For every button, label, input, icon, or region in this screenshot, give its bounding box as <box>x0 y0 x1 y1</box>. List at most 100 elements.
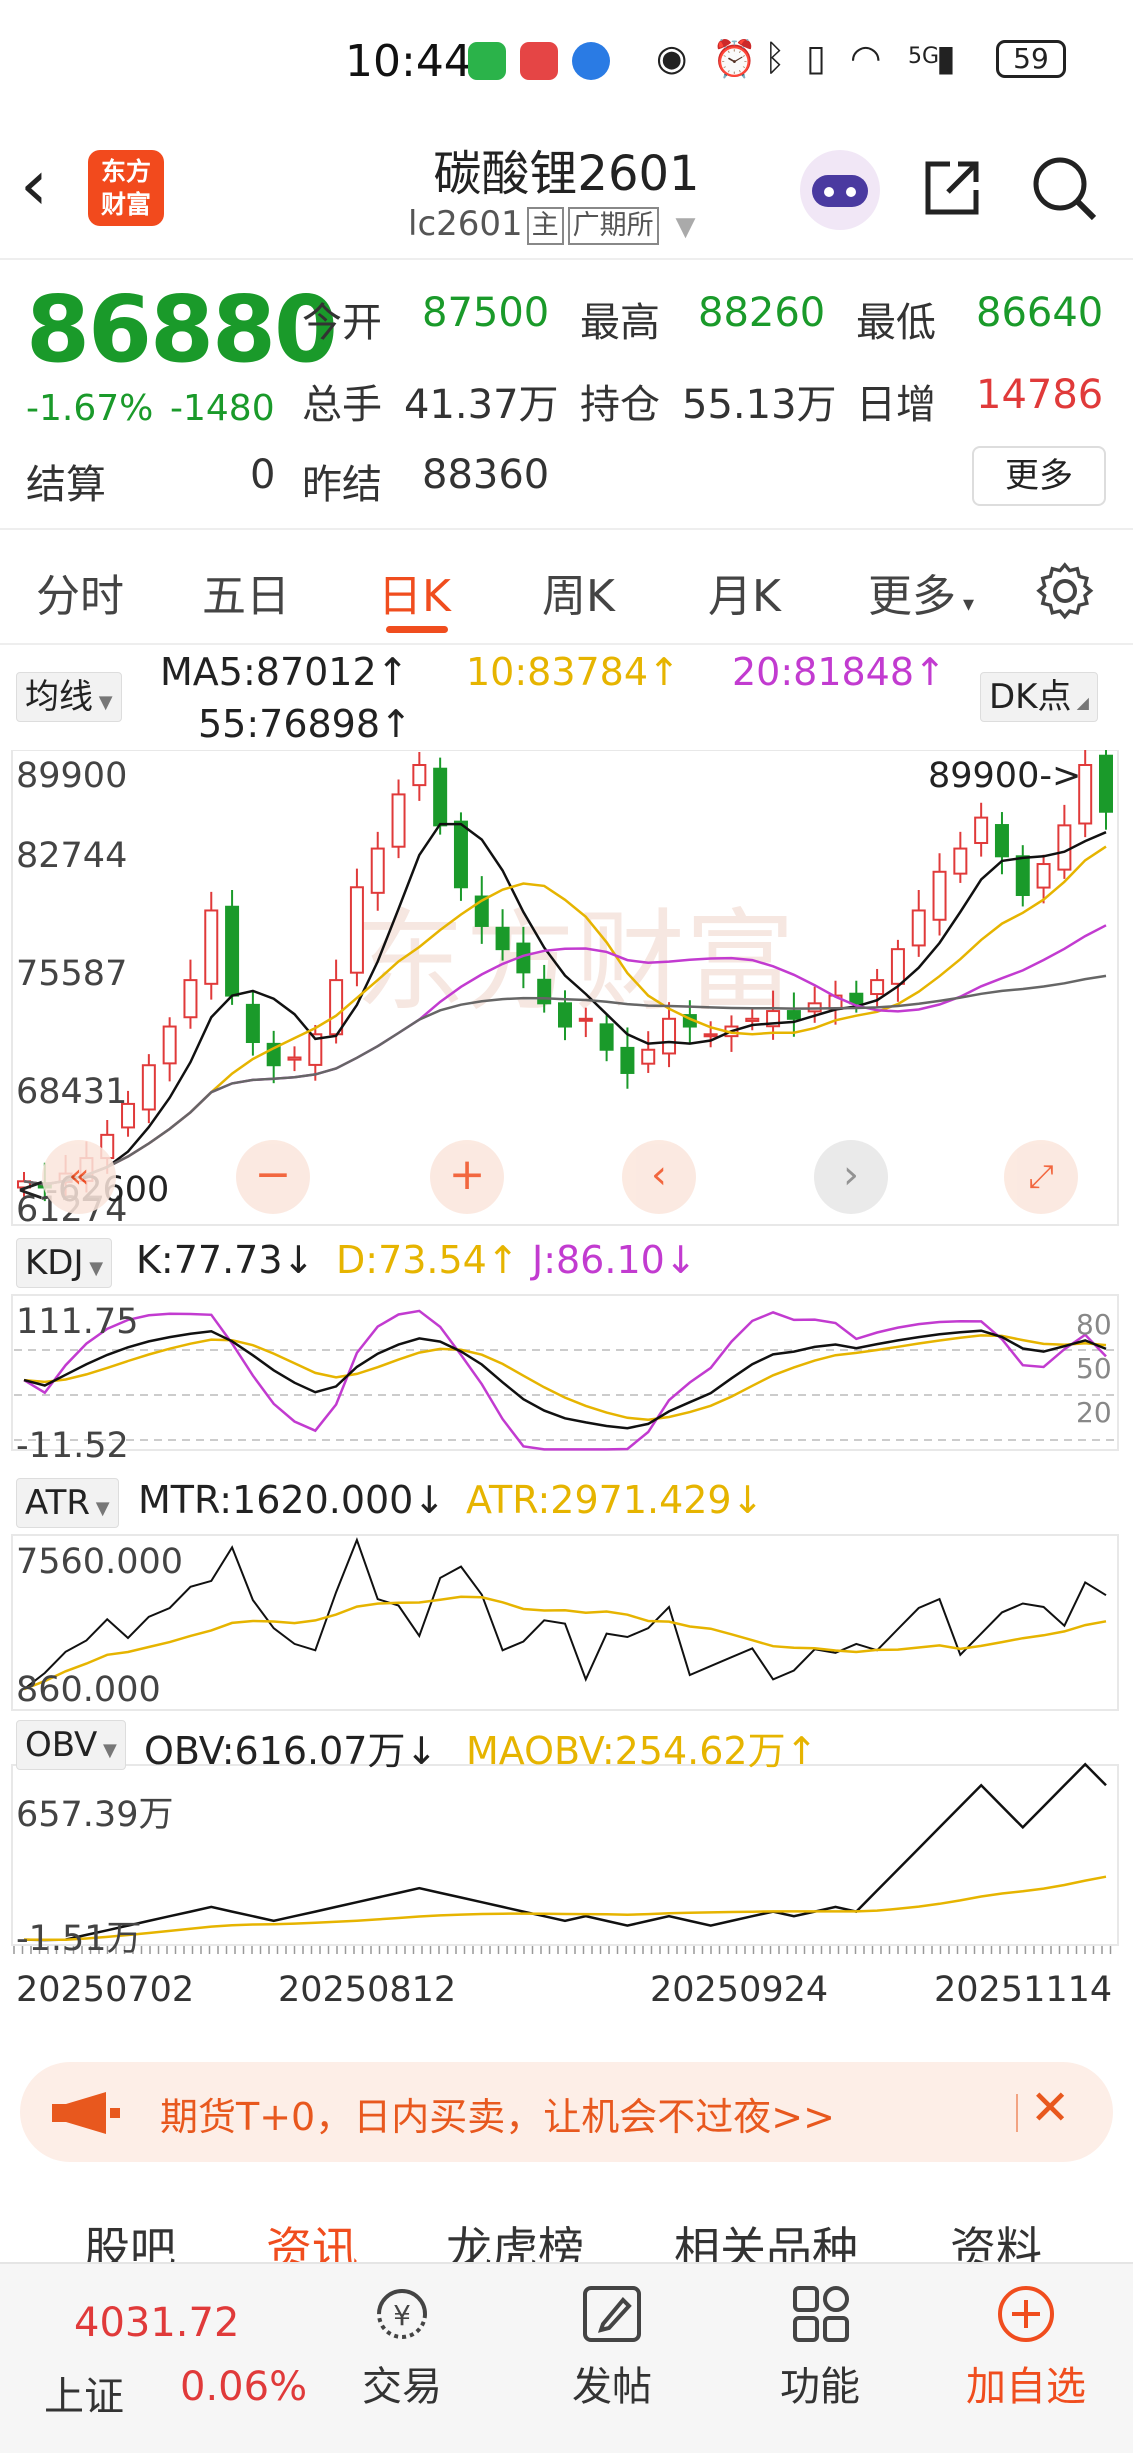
open-label: 今开 <box>302 300 382 346</box>
app-notification-icon <box>520 42 558 80</box>
ma-lines <box>23 822 1107 1186</box>
post-button[interactable]: 发帖 <box>552 2284 672 2412</box>
candle-body <box>225 905 240 997</box>
tab-five-day[interactable]: 五日 <box>202 571 290 622</box>
fullscreen-button[interactable]: ⤢ <box>1004 1140 1078 1214</box>
header: ‹ 东方 财富 碳酸锂2601 lc2601 主广期所 ▼ <box>0 120 1133 260</box>
period-tabs: 分时 五日 日K 周K 月K 更多 ▾ <box>0 530 1133 645</box>
alarm-icon: ⏰ <box>712 39 757 80</box>
ma-selector-label: 均线 <box>25 677 93 717</box>
tab-daily-k[interactable]: 日K <box>378 571 451 622</box>
candle-body <box>349 886 364 974</box>
prev-settle-value: 88360 <box>422 452 550 498</box>
zoom-in-button[interactable]: + <box>430 1140 504 1214</box>
candle-body <box>204 909 219 985</box>
browser-icon <box>572 42 610 80</box>
battery-icon: 59 <box>996 40 1066 78</box>
battery-level: 59 <box>1013 42 1049 75</box>
corner-icon: ◢ <box>1071 693 1089 712</box>
kdj-axis-bottom: -11.52 <box>16 1426 129 1466</box>
ai-assistant-icon[interactable] <box>800 150 880 230</box>
caret-down-icon: ▼ <box>93 692 113 713</box>
tab-intraday[interactable]: 分时 <box>36 571 124 622</box>
edit-icon <box>583 2286 641 2342</box>
vibrate-icon: ▯ <box>806 38 826 79</box>
share-icon[interactable] <box>920 156 984 220</box>
megaphone-icon <box>52 2092 120 2134</box>
candle-body <box>1015 855 1030 896</box>
candle-body <box>141 1064 156 1111</box>
ma-selector[interactable]: 均线 ▼ <box>16 672 122 722</box>
kdj-selector[interactable]: KDJ ▼ <box>16 1238 113 1288</box>
candle-body <box>745 1017 760 1022</box>
gear-icon[interactable] <box>1036 562 1094 620</box>
functions-button[interactable]: 功能 <box>760 2284 880 2412</box>
open-interest-value: 55.13万 <box>682 382 837 428</box>
svg-text:¥: ¥ <box>393 2299 411 2332</box>
scroll-left-button[interactable]: ‹ <box>622 1140 696 1214</box>
panel-frame <box>11 1294 1119 1451</box>
post-label: 发帖 <box>572 2364 652 2410</box>
quote-panel: 86880 -1.67% -1480 今开 87500 最高 88260 最低 … <box>0 260 1133 530</box>
candle-body <box>412 764 427 787</box>
last-price: 86880 <box>26 276 338 383</box>
scroll-right-button[interactable]: › <box>814 1140 888 1214</box>
daily-increase-value: 14786 <box>976 372 1104 418</box>
kdj-j-line <box>23 1309 1107 1451</box>
kdj-k-legend: K:77.73↓ <box>136 1238 315 1282</box>
promo-banner[interactable]: 期货T+0，日内买卖，让机会不过夜>> ✕ <box>20 2062 1113 2162</box>
fast-rewind-button[interactable]: « <box>42 1140 116 1214</box>
maobv-line <box>23 1875 1107 1942</box>
kdj-axis-top: 111.75 <box>16 1302 139 1342</box>
back-button[interactable]: ‹ <box>20 144 48 226</box>
kdj-lines <box>23 1309 1107 1451</box>
candle-body <box>620 1046 635 1074</box>
atr-mtr-legend: MTR:1620.000↓ <box>138 1478 446 1522</box>
promo-text: 期货T+0，日内买卖，让机会不过夜>> <box>160 2095 835 2139</box>
obv-selector[interactable]: OBV ▼ <box>16 1720 126 1770</box>
atr-selector[interactable]: ATR ▼ <box>16 1478 119 1528</box>
exchange-tag: 广期所 <box>567 206 659 245</box>
candle-body <box>953 847 968 875</box>
page-title: 碳酸锂2601 <box>433 146 700 202</box>
close-icon[interactable]: ✕ <box>1030 2080 1071 2136</box>
brand-logo[interactable]: 东方 财富 <box>88 150 164 226</box>
dropdown-icon: ▼ <box>675 212 696 242</box>
watermark: 东方财富 <box>355 901 795 1024</box>
tab-more[interactable]: 更多 ▾ <box>868 560 974 624</box>
ma20-legend: 20:81848↑ <box>732 650 946 694</box>
obv-axis-bottom: -1.51万 <box>16 1919 142 1959</box>
chart-frames <box>11 750 1119 1946</box>
candle-body <box>599 1023 614 1051</box>
caret-down-icon: ▾ <box>956 592 975 617</box>
contract-selector[interactable]: lc2601 主广期所 ▼ <box>408 204 695 245</box>
candle-body <box>453 820 468 889</box>
dk-point-label: DK点 <box>989 677 1072 717</box>
content-tabs: 股吧 资讯 龙虎榜 相关品种 资料 <box>0 2185 1133 2276</box>
zoom-out-button[interactable]: − <box>236 1140 310 1214</box>
trade-button[interactable]: ¥ 交易 <box>342 2284 462 2412</box>
candle-body <box>890 948 905 985</box>
bluetooth-icon: ᛒ <box>764 38 786 79</box>
price-axis-label: 75587 <box>16 954 128 994</box>
search-icon[interactable] <box>1030 154 1098 222</box>
tab-weekly-k[interactable]: 周K <box>542 571 615 622</box>
date-label: 20250702 <box>16 1970 195 2010</box>
candle-body <box>703 1033 718 1038</box>
tab-monthly-k[interactable]: 月K <box>708 571 781 622</box>
candle-body <box>849 992 864 1005</box>
caret-down-icon: ▼ <box>90 1498 110 1519</box>
candle-body <box>1036 863 1051 889</box>
ma55-line <box>23 974 1107 1186</box>
high-label: 最高 <box>580 300 660 346</box>
candle-body <box>537 978 552 1005</box>
change-percent: -1.67% <box>26 388 154 429</box>
obv-selector-label: OBV <box>25 1725 98 1765</box>
dk-point-button[interactable]: DK点 ◢ <box>980 672 1098 722</box>
candlestick-chart[interactable]: 东方财富 <box>0 750 1133 1990</box>
more-button[interactable]: 更多 <box>972 446 1106 506</box>
candle-body <box>911 909 926 947</box>
daily-increase-label: 日增 <box>856 382 936 428</box>
candles <box>17 750 1113 1202</box>
add-watchlist-button[interactable]: 加自选 <box>966 2284 1086 2412</box>
